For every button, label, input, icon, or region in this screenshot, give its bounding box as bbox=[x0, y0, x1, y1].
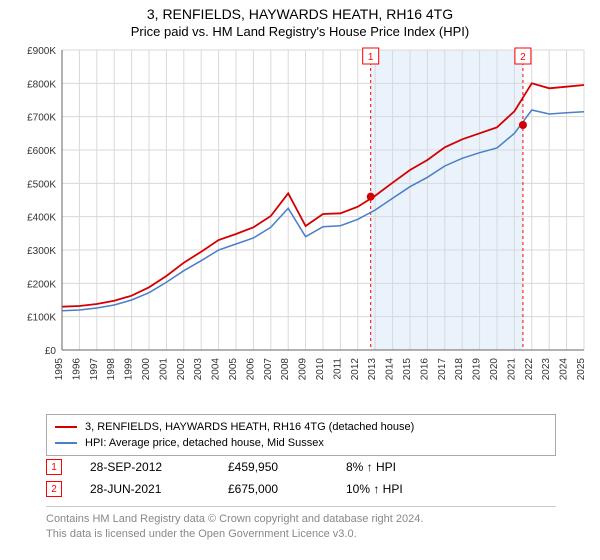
svg-text:2006: 2006 bbox=[245, 358, 256, 381]
chart-subtitle: Price paid vs. HM Land Registry's House … bbox=[0, 22, 600, 43]
svg-text:2021: 2021 bbox=[506, 358, 517, 381]
svg-text:2012: 2012 bbox=[350, 358, 361, 381]
chart-area: £0 £100K £200K £300K £400K £500K £600K £700K £80… bbox=[8, 46, 592, 406]
footer-attribution: Contains HM Land Registry data © Crown c… bbox=[46, 512, 556, 542]
svg-text:2016: 2016 bbox=[419, 358, 430, 381]
svg-text:2013: 2013 bbox=[367, 358, 378, 381]
svg-text:£400K: £400K bbox=[27, 213, 56, 224]
legend-swatch bbox=[55, 442, 77, 444]
svg-text:£600K: £600K bbox=[27, 146, 56, 157]
svg-text:1995: 1995 bbox=[54, 358, 65, 381]
svg-text:2019: 2019 bbox=[472, 358, 483, 381]
svg-text:1996: 1996 bbox=[71, 358, 82, 381]
chart-title: 3, RENFIELDS, HAYWARDS HEATH, RH16 4TG bbox=[0, 0, 600, 22]
marker-date: 28-JUN-2021 bbox=[90, 482, 200, 496]
svg-text:2020: 2020 bbox=[489, 358, 500, 381]
legend-item: HPI: Average price, detached house, Mid … bbox=[55, 435, 547, 451]
legend: 3, RENFIELDS, HAYWARDS HEATH, RH16 4TG (… bbox=[46, 414, 556, 456]
marker-badge: 1 bbox=[46, 459, 62, 475]
marker-price: £675,000 bbox=[228, 482, 318, 496]
svg-text:1999: 1999 bbox=[124, 358, 135, 381]
marker-delta: 8% ↑ HPI bbox=[346, 460, 396, 474]
legend-item: 3, RENFIELDS, HAYWARDS HEATH, RH16 4TG (… bbox=[55, 419, 547, 435]
svg-text:£0: £0 bbox=[45, 346, 57, 357]
svg-text:2018: 2018 bbox=[454, 358, 465, 381]
legend-label: HPI: Average price, detached house, Mid … bbox=[85, 437, 324, 449]
svg-text:1998: 1998 bbox=[106, 358, 117, 381]
marker-date: 28-SEP-2012 bbox=[90, 460, 200, 474]
svg-text:1: 1 bbox=[368, 52, 374, 63]
footer-line-1: Contains HM Land Registry data © Crown c… bbox=[46, 512, 556, 527]
chart-container: 3, RENFIELDS, HAYWARDS HEATH, RH16 4TG P… bbox=[0, 0, 600, 560]
svg-text:2004: 2004 bbox=[211, 358, 222, 381]
marker-price: £459,950 bbox=[228, 460, 318, 474]
svg-text:£300K: £300K bbox=[27, 246, 56, 257]
footer-line-2: This data is licensed under the Open Gov… bbox=[46, 527, 556, 542]
legend-swatch bbox=[55, 426, 77, 428]
svg-text:£200K: £200K bbox=[27, 279, 56, 290]
svg-text:2015: 2015 bbox=[402, 358, 413, 381]
line-chart-svg: £0 £100K £200K £300K £400K £500K £600K £700K £80… bbox=[8, 46, 592, 406]
svg-text:£700K: £700K bbox=[27, 113, 56, 124]
marker-delta: 10% ↑ HPI bbox=[346, 482, 403, 496]
svg-text:2005: 2005 bbox=[228, 358, 239, 381]
separator-line bbox=[46, 506, 556, 507]
svg-text:2009: 2009 bbox=[298, 358, 309, 381]
svg-text:£100K: £100K bbox=[27, 313, 56, 324]
svg-text:2003: 2003 bbox=[193, 358, 204, 381]
marker-row: 2 28-JUN-2021 £675,000 10% ↑ HPI bbox=[46, 478, 556, 500]
svg-text:2011: 2011 bbox=[332, 358, 343, 380]
svg-text:2007: 2007 bbox=[263, 358, 274, 381]
svg-text:2010: 2010 bbox=[315, 358, 326, 381]
svg-text:£800K: £800K bbox=[27, 79, 56, 90]
svg-text:2: 2 bbox=[520, 52, 526, 63]
svg-text:2022: 2022 bbox=[524, 358, 535, 381]
legend-label: 3, RENFIELDS, HAYWARDS HEATH, RH16 4TG (… bbox=[85, 421, 414, 433]
svg-text:2017: 2017 bbox=[437, 358, 448, 381]
marker-badge: 2 bbox=[46, 481, 62, 497]
svg-text:1997: 1997 bbox=[89, 358, 100, 381]
svg-text:2002: 2002 bbox=[176, 358, 187, 381]
svg-text:2023: 2023 bbox=[541, 358, 552, 381]
svg-text:2001: 2001 bbox=[158, 358, 169, 381]
marker-row: 1 28-SEP-2012 £459,950 8% ↑ HPI bbox=[46, 456, 556, 478]
svg-text:2014: 2014 bbox=[385, 358, 396, 381]
svg-text:£900K: £900K bbox=[27, 46, 56, 57]
svg-text:2000: 2000 bbox=[141, 358, 152, 381]
svg-text:£500K: £500K bbox=[27, 179, 56, 190]
markers-table: 1 28-SEP-2012 £459,950 8% ↑ HPI 2 28-JUN-2021… bbox=[46, 456, 556, 500]
svg-text:2008: 2008 bbox=[280, 358, 291, 381]
svg-text:2024: 2024 bbox=[559, 358, 570, 381]
svg-text:2025: 2025 bbox=[576, 358, 587, 381]
